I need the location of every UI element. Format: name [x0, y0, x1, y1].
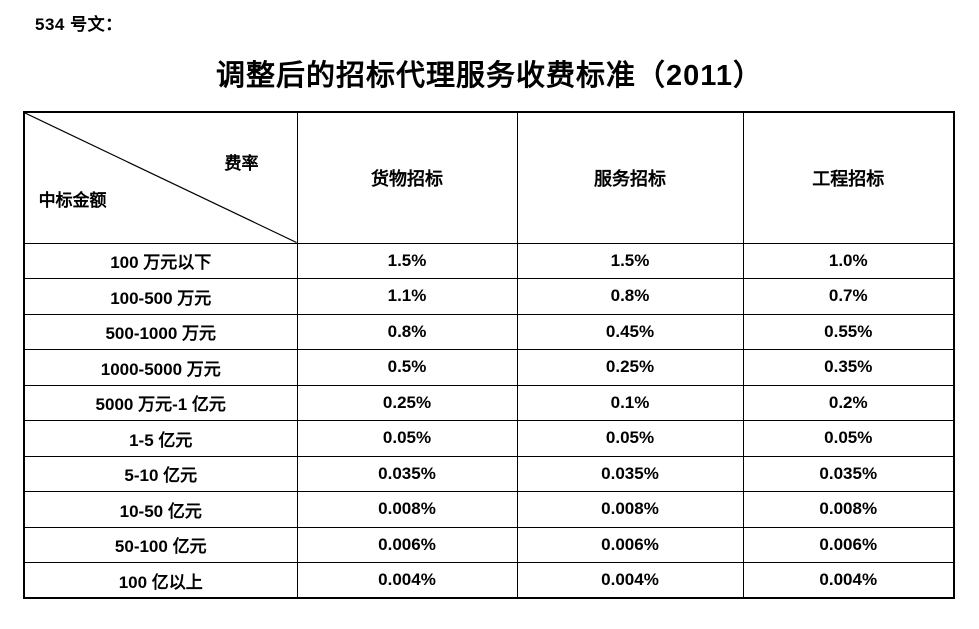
- table-row: 100-500 万元 1.1% 0.8% 0.7%: [23, 278, 955, 315]
- row-label-cell: 1000-5000 万元: [23, 349, 298, 386]
- row-label-cell: 50-100 亿元: [23, 526, 298, 563]
- value-cell: 0.55%: [742, 313, 955, 350]
- row-label-cell: 10-50 亿元: [23, 491, 298, 528]
- value-cell: 1.5%: [296, 242, 518, 279]
- doc-number-label: 534 号文：: [35, 15, 123, 34]
- table-row: 500-1000 万元 0.8% 0.45% 0.55%: [23, 313, 955, 350]
- value-cell: 0.45%: [516, 313, 744, 350]
- table-row: 1-5 亿元 0.05% 0.05% 0.05%: [23, 420, 955, 457]
- row-label-cell: 5-10 亿元: [23, 455, 298, 492]
- value-cell: 0.004%: [296, 562, 518, 599]
- value-cell: 0.2%: [742, 384, 955, 421]
- corner-header-cell: 费率 中标金额: [23, 111, 298, 244]
- value-cell: 0.05%: [742, 420, 955, 457]
- value-cell: 0.006%: [742, 526, 955, 563]
- value-cell: 0.035%: [742, 455, 955, 492]
- table-row: 100 亿以上 0.004% 0.004% 0.004%: [23, 562, 955, 599]
- table-row: 100 万元以下 1.5% 1.5% 1.0%: [23, 242, 955, 279]
- value-cell: 0.008%: [516, 491, 744, 528]
- value-cell: 0.004%: [516, 562, 744, 599]
- col-header-engineering-bidding: 工程招标: [742, 111, 955, 244]
- value-cell: 0.05%: [516, 420, 744, 457]
- row-label-cell: 100 亿以上: [23, 562, 298, 599]
- value-cell: 0.25%: [516, 349, 744, 386]
- value-cell: 0.008%: [296, 491, 518, 528]
- table-row: 5000 万元-1 亿元 0.25% 0.1% 0.2%: [23, 384, 955, 421]
- table-row: 50-100 亿元 0.006% 0.006% 0.006%: [23, 526, 955, 563]
- value-cell: 0.035%: [296, 455, 518, 492]
- value-cell: 0.004%: [742, 562, 955, 599]
- value-cell: 0.35%: [742, 349, 955, 386]
- fee-rate-table: 费率 中标金额 货物招标 服务招标 工程招标 100 万元以下 1.5% 1.5…: [23, 111, 955, 599]
- row-label-cell: 100-500 万元: [23, 278, 298, 315]
- value-cell: 0.035%: [516, 455, 744, 492]
- corner-label-rate: 费率: [224, 154, 259, 174]
- table-header-row: 费率 中标金额 货物招标 服务招标 工程招标: [23, 111, 955, 244]
- col-header-goods-bidding: 货物招标: [296, 111, 518, 244]
- value-cell: 0.7%: [742, 278, 955, 315]
- value-cell: 1.1%: [296, 278, 518, 315]
- row-label-cell: 5000 万元-1 亿元: [23, 384, 298, 421]
- value-cell: 0.1%: [516, 384, 744, 421]
- value-cell: 0.5%: [296, 349, 518, 386]
- row-label-cell: 100 万元以下: [23, 242, 298, 279]
- page-title: 调整后的招标代理服务收费标准（2011）: [216, 60, 763, 92]
- value-cell: 0.8%: [516, 278, 744, 315]
- value-cell: 0.05%: [296, 420, 518, 457]
- value-cell: 0.25%: [296, 384, 518, 421]
- col-header-service-bidding: 服务招标: [516, 111, 744, 244]
- row-label-cell: 1-5 亿元: [23, 420, 298, 457]
- value-cell: 0.006%: [296, 526, 518, 563]
- row-label-cell: 500-1000 万元: [23, 313, 298, 350]
- value-cell: 0.8%: [296, 313, 518, 350]
- table-row: 1000-5000 万元 0.5% 0.25% 0.35%: [23, 349, 955, 386]
- table-row: 10-50 亿元 0.008% 0.008% 0.008%: [23, 491, 955, 528]
- value-cell: 0.008%: [742, 491, 955, 528]
- diagonal-divider-line: [25, 113, 297, 243]
- value-cell: 1.0%: [742, 242, 955, 279]
- table-row: 5-10 亿元 0.035% 0.035% 0.035%: [23, 455, 955, 492]
- value-cell: 1.5%: [516, 242, 744, 279]
- corner-label-amount: 中标金额: [38, 191, 107, 211]
- value-cell: 0.006%: [516, 526, 744, 563]
